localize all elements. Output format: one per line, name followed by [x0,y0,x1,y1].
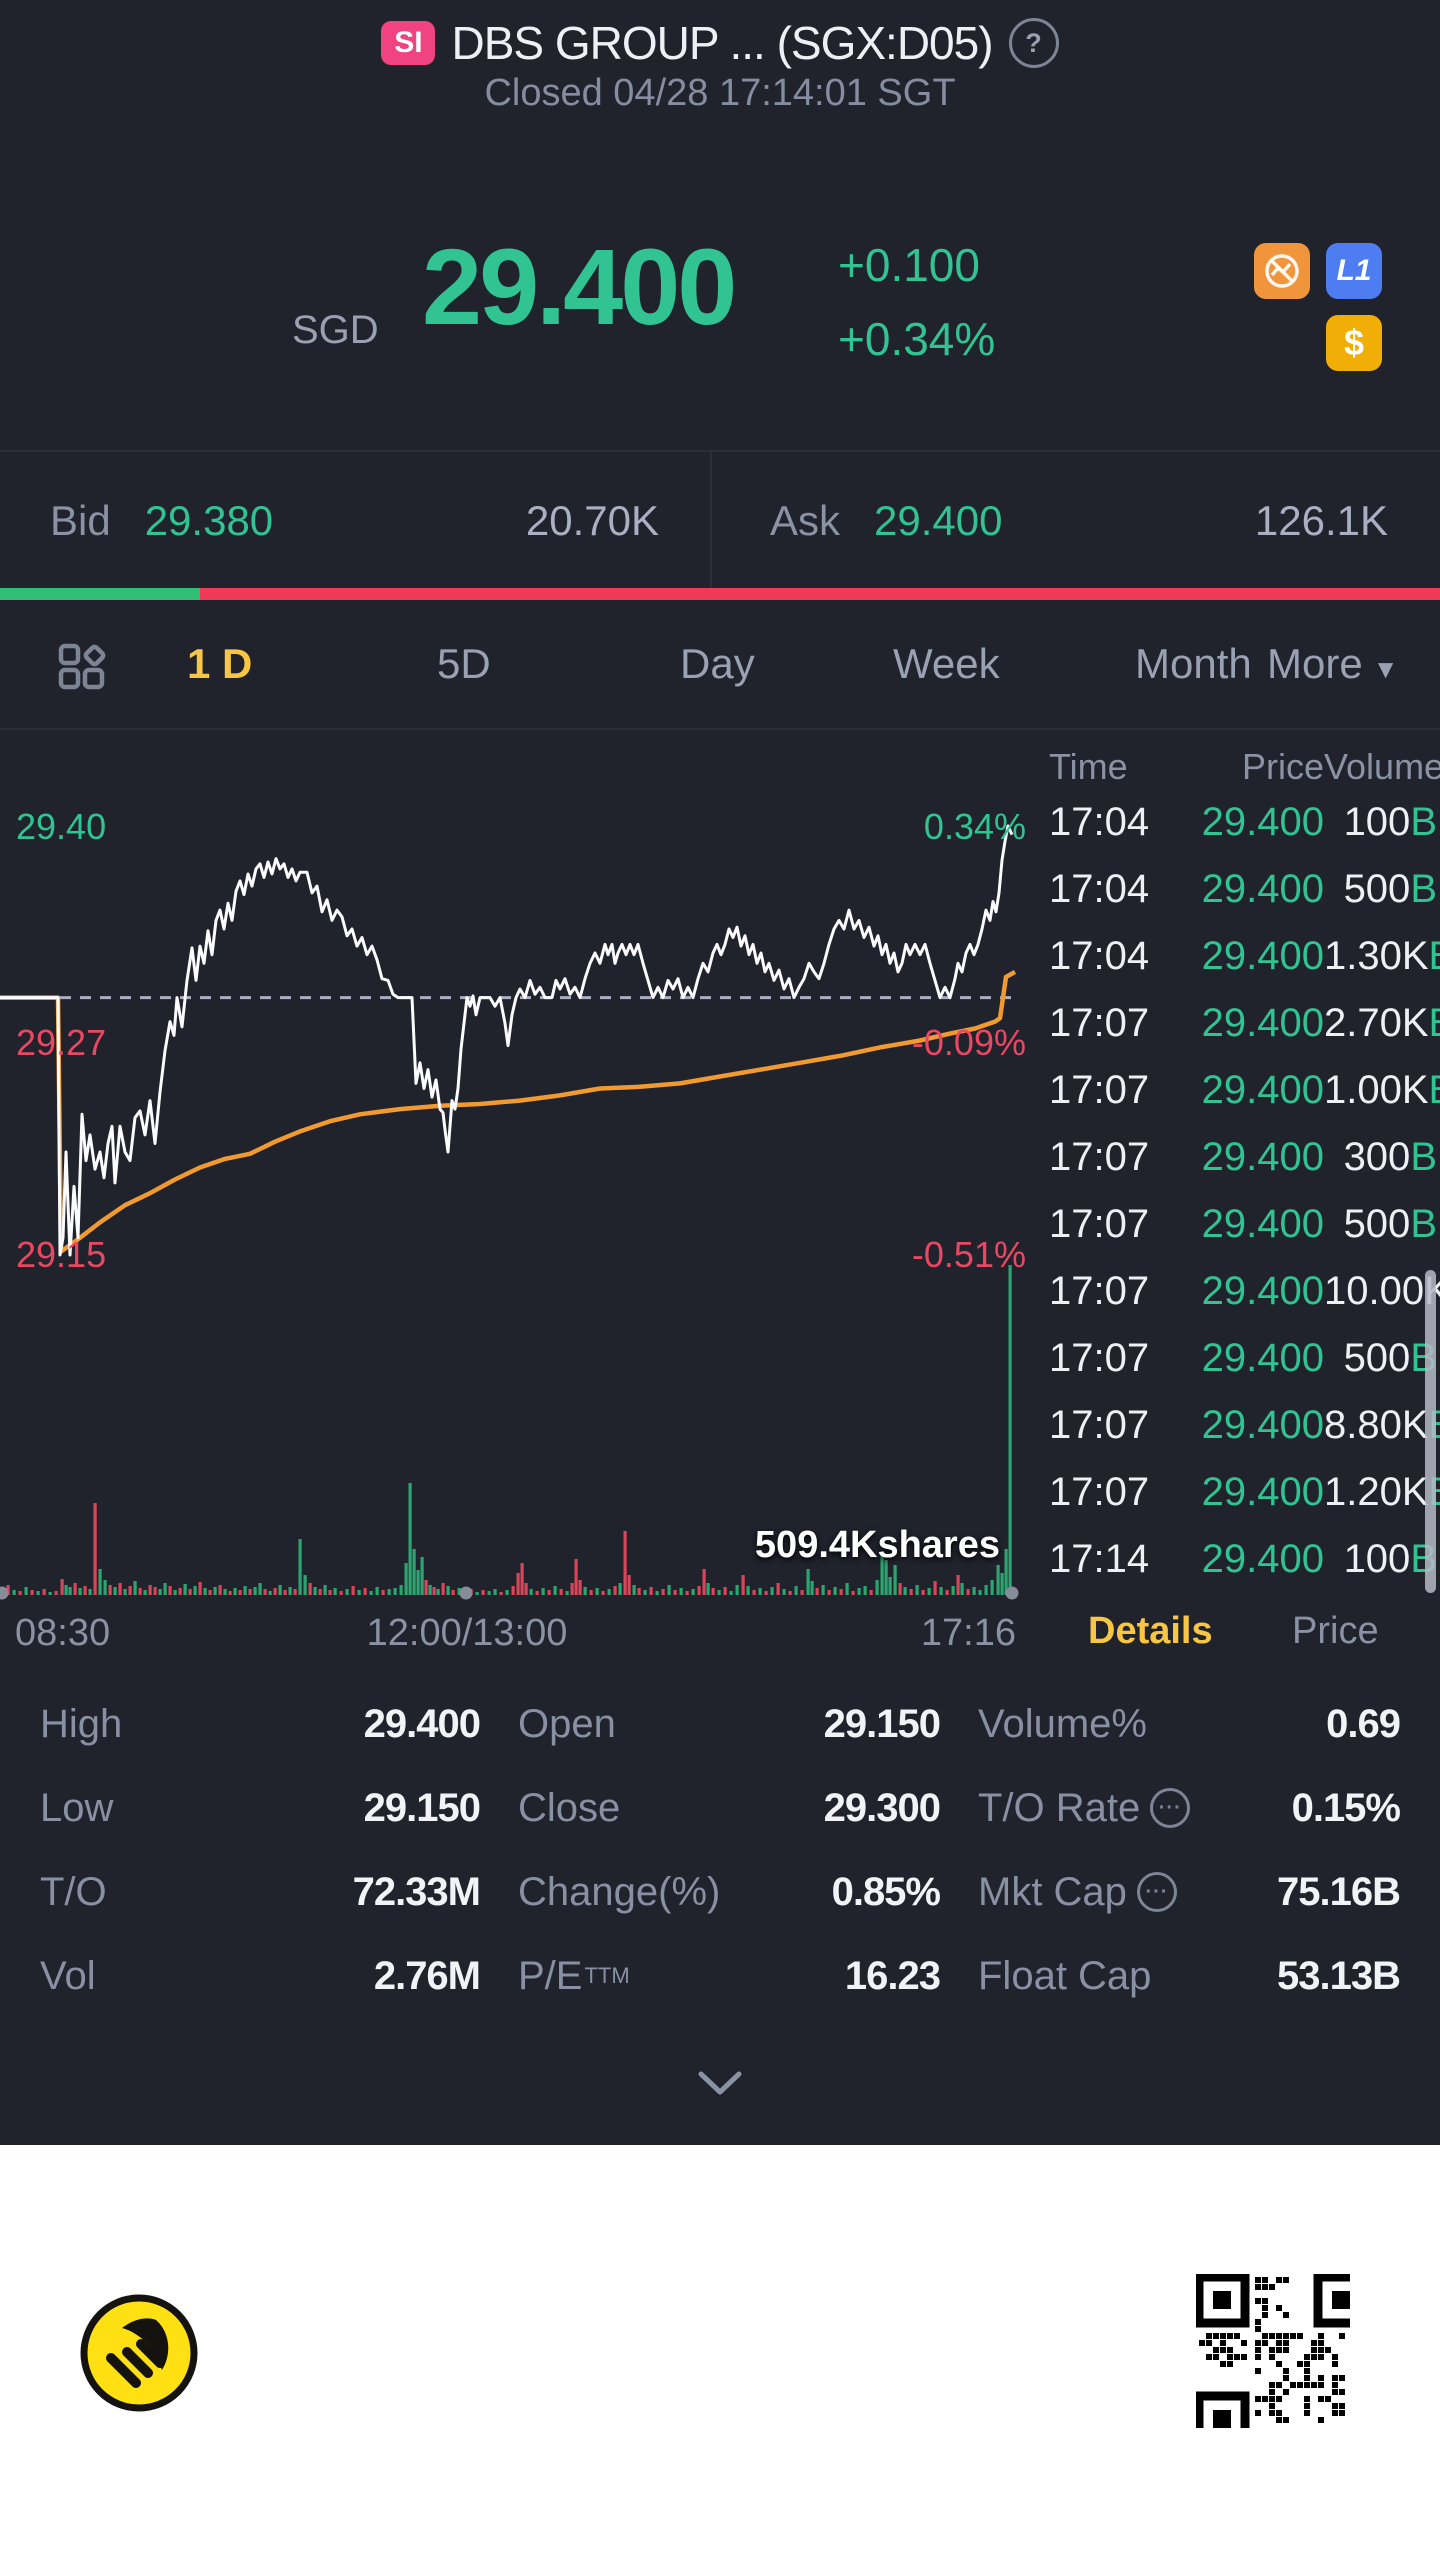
stat-change-: Change(%) 0.85% [518,1869,941,1914]
ask-label: Ask [770,497,841,544]
chart-type-grid-icon[interactable] [58,643,110,690]
tape-col-volume: Volume [1324,746,1440,787]
intraday-chart[interactable] [0,728,1030,1600]
stat-vol: Vol 2.76M [40,1953,481,1998]
tape-row[interactable]: 17:07 29.400 500B [1049,1202,1437,1246]
bid-ask-row: Bid 29.380 20.70K Ask 29.400 126.1K [0,450,1440,590]
expand-chevron-icon[interactable] [695,2068,745,2098]
bid-label: Bid [50,497,111,544]
tape-row[interactable]: 17:14 29.400 100B [1049,1537,1437,1581]
tape-col-price: Price [1241,746,1324,787]
help-icon[interactable]: ? [1008,18,1059,68]
price-change-pct: +0.34% [838,313,996,365]
time-and-sales-panel: Time Price Volume 17:04 29.400 100B 17:04 29… [1030,745,1440,1593]
stat-open: Open 29.150 [518,1701,941,1746]
dollar-icon[interactable]: $ [1326,315,1382,371]
stat-t-o: T/O 72.33M [40,1869,481,1914]
stat-mkt-cap: Mkt Cap ··· 75.16B [978,1869,1401,1914]
y-label-low: 29.15 [16,1234,107,1275]
tab-more-label: More [1267,640,1363,687]
info-icon[interactable]: ··· [1150,1788,1191,1828]
stat-p-e: P/E TTM 16.23 [518,1953,941,1998]
footer-banner: TIGER BROKERS Scan the QR code to get a … [0,2145,1440,2550]
pct-label-low: -0.51% [911,1234,1026,1275]
tab-month[interactable]: Month [1135,640,1252,687]
tab-1d[interactable]: 1 D [187,640,253,687]
tape-rows[interactable]: 17:04 29.400 100B 17:04 29.400 500B 17:04 29.40… [1030,789,1440,1593]
tab-more[interactable]: More ▼ [1267,640,1398,688]
tab-day[interactable]: Day [680,640,755,687]
tape-scrollbar[interactable] [1425,1270,1436,1593]
y-label-mid: 29.27 [16,1022,107,1063]
price-change: +0.100 [838,239,980,291]
level1-quote-icon[interactable]: L1 [1326,243,1382,299]
tiger-brokers-logo [80,2294,198,2412]
x-tick-midday: 12:00/13:00 [366,1612,568,1654]
bid-ask-ratio-bar [0,588,1440,600]
stat-close: Close 29.300 [518,1785,941,1830]
stat-low: Low 29.150 [40,1785,481,1830]
x-tick-open: 08:30 [15,1612,111,1654]
bid-price: 29.380 [144,497,274,544]
pct-label-mid: -0.09% [911,1022,1026,1063]
y-label-high: 29.40 [16,806,107,847]
tab-week[interactable]: Week [893,640,1000,687]
last-bar-volume-label: 509.4Kshares [754,1524,1000,1566]
page-title: DBS GROUP ... (SGX:D05) [451,17,993,69]
tape-row[interactable]: 17:07 29.400 500B [1049,1336,1437,1380]
tape-row[interactable]: 17:07 29.400 300B [1049,1135,1437,1179]
market-status: Closed 04/28 17:14:01 SGT [484,72,956,114]
market-si-badge: SI [381,21,436,65]
chevron-down-icon: ▼ [1372,654,1399,684]
pct-label-high: 0.34% [923,806,1026,847]
stat-float-cap: Float Cap 53.13B [978,1953,1401,1998]
stats-grid: High 29.400 Open 29.150 Volume% 0.69 Low 29.150… [40,1682,1401,2018]
tape-col-time: Time [1049,746,1128,787]
tape-row[interactable]: 17:04 29.400 100B [1049,800,1437,844]
ask-price: 29.400 [874,497,1003,544]
bid-cell[interactable]: Bid 29.380 20.70K [0,452,712,590]
tab-5d[interactable]: 5D [437,640,491,687]
tape-row[interactable]: 17:04 29.400 500B [1049,867,1437,911]
tape-header: Time Price Volume [1030,745,1440,789]
stat-volume-: Volume% 0.69 [978,1701,1401,1746]
header: SI DBS GROUP ... (SGX:D05) ? [0,16,1440,70]
period-tabbar: 1 D 5D Day Week Month More ▼ [0,600,1440,730]
no-chart-icon[interactable] [1254,243,1310,299]
stat-t-o-rate: T/O Rate ··· 0.15% [978,1785,1401,1830]
circle-slash-zigzag-icon [1265,254,1299,288]
bid-size: 20.70K [525,497,659,544]
currency-label: SGD [292,308,379,352]
ask-cell[interactable]: Ask 29.400 126.1K [712,452,1440,590]
tab-price[interactable]: Price [1292,1610,1379,1652]
stat-high: High 29.400 [40,1701,481,1746]
tab-details[interactable]: Details [1088,1610,1213,1652]
bid-ratio-segment [0,588,200,600]
info-icon[interactable]: ··· [1136,1872,1177,1912]
last-price: 29.400 [422,226,737,347]
x-tick-close: 17:16 [920,1612,1016,1654]
ask-size: 126.1K [1254,497,1388,544]
qr-code [1196,2274,1350,2428]
